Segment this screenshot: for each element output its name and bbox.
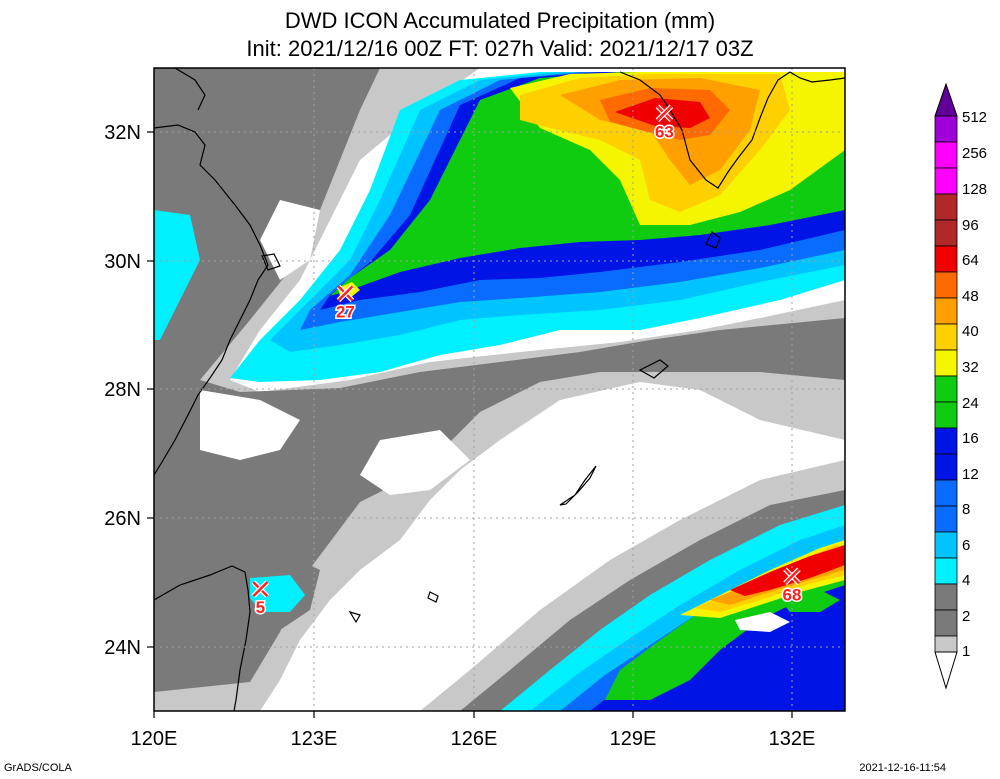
colorbar-label-8: 8: [962, 501, 970, 518]
colorbar-seg-40: [934, 245, 958, 273]
graticule: [154, 68, 845, 711]
colorbar-seg-96: [934, 167, 958, 195]
korea-coast: [154, 68, 206, 111]
precip-green-patch-s: [780, 590, 840, 612]
colorbar-seg-8a: [934, 401, 958, 429]
max-marker-value: 63: [655, 122, 674, 141]
precip-white-hole-3: [260, 200, 320, 280]
ishigaki: [427, 591, 439, 603]
chusan-islands: [261, 253, 281, 271]
colorbar-label-4: 4: [962, 572, 970, 589]
colorbar-seg-4a: [934, 505, 958, 533]
map-subtitle: Init: 2021/12/16 00Z FT: 027h Valid: 202…: [246, 36, 754, 61]
colorbar-label-48: 48: [962, 288, 979, 305]
lon-label-123e: 123E: [291, 728, 338, 750]
precip-white-s: [735, 612, 790, 632]
lon-label-132e: 132E: [769, 728, 816, 750]
colorbar-label-32: 32: [962, 359, 979, 376]
colorbar-seg-24a: [934, 297, 958, 325]
colorbar-label-64: 64: [962, 252, 979, 269]
precip-taiwan: [218, 555, 320, 630]
precip-band-south: [420, 460, 845, 711]
colorbar: 512 256 128 96 64 48 40 32 24 16 12 8 6 …: [934, 82, 987, 690]
amami: [638, 359, 669, 379]
max-marker-value: 27: [336, 302, 355, 321]
colorbar-seg-64: [934, 193, 958, 221]
lat-label-32n: 32N: [104, 122, 141, 144]
map-title: DWD ICON Accumulated Precipitation (mm): [284, 8, 716, 33]
max-marker-value: 68: [783, 585, 802, 604]
colorbar-seg-32: [934, 271, 958, 299]
axis-ticks: [147, 131, 793, 718]
kyushu-coast: [619, 71, 791, 189]
shikoku-coast: [789, 71, 845, 83]
max-marker-5: 5: [251, 580, 270, 619]
colorbar-seg-4b: [934, 531, 958, 559]
lon-label-129e: 129E: [610, 728, 657, 750]
colorbar-seg-24b: [934, 323, 958, 351]
colorbar-seg-256: [934, 115, 958, 143]
colorbar-label-40: 40: [962, 323, 979, 340]
okinawa: [559, 465, 597, 506]
taiwan-coast: [154, 565, 251, 711]
max-marker-value: 5: [256, 598, 265, 617]
colorbar-seg-1b: [934, 635, 958, 653]
colorbar-top-arrow: [934, 82, 958, 117]
max-markers: 63 27 5 68: [251, 104, 803, 619]
colorbar-seg-128: [934, 141, 958, 169]
lat-label-24n: 24N: [104, 637, 141, 659]
colorbar-label-256: 256: [962, 145, 987, 162]
colorbar-seg-2a: [934, 557, 958, 585]
colorbar-seg-16: [934, 349, 958, 377]
colorbar-label-12: 12: [962, 466, 979, 483]
footer-timestamp: 2021-12-16-11:54: [859, 762, 946, 774]
colorbar-label-512: 512: [962, 109, 987, 126]
precip-white-hole-1: [200, 390, 300, 460]
max-marker-27: 27: [334, 284, 356, 323]
tanegashima: [705, 231, 721, 249]
max-marker-63: 63: [653, 104, 675, 143]
map-plot-area: 63 27 5 68: [154, 68, 845, 711]
colorbar-seg-6b: [934, 479, 958, 507]
precip-dark-gray: [154, 68, 845, 692]
max-marker-68: 68: [781, 567, 803, 606]
lat-label-28n: 28N: [104, 379, 141, 401]
colorbar-label-24: 24: [962, 395, 979, 412]
lon-label-120e: 120E: [131, 728, 178, 750]
colorbar-seg-48: [934, 219, 958, 247]
lat-label-30n: 30N: [104, 251, 141, 273]
lat-label-26n: 26N: [104, 508, 141, 530]
colorbar-bottom-arrow: [934, 651, 958, 690]
precip-band-north: [154, 68, 845, 711]
colorbar-label-2: 2: [962, 608, 970, 625]
colorbar-label-1: 1: [962, 643, 970, 660]
china-coast: [154, 124, 269, 476]
colorbar-seg-6a: [934, 453, 958, 481]
footer-software: GrADS/COLA: [4, 762, 72, 774]
colorbar-seg-12: [934, 375, 958, 403]
miyako: [348, 610, 361, 624]
colorbar-label-16: 16: [962, 430, 979, 447]
colorbar-seg-1a: [934, 609, 958, 637]
lon-label-126e: 126E: [451, 728, 498, 750]
precip-white-hole-2: [360, 430, 470, 495]
colorbar-label-96: 96: [962, 217, 979, 234]
coastlines: [154, 68, 845, 711]
colorbar-label-128: 128: [962, 181, 987, 198]
colorbar-seg-2b: [934, 583, 958, 611]
colorbar-seg-8b: [934, 427, 958, 455]
precip-cyan-west: [154, 210, 200, 340]
colorbar-label-6: 6: [962, 537, 970, 554]
